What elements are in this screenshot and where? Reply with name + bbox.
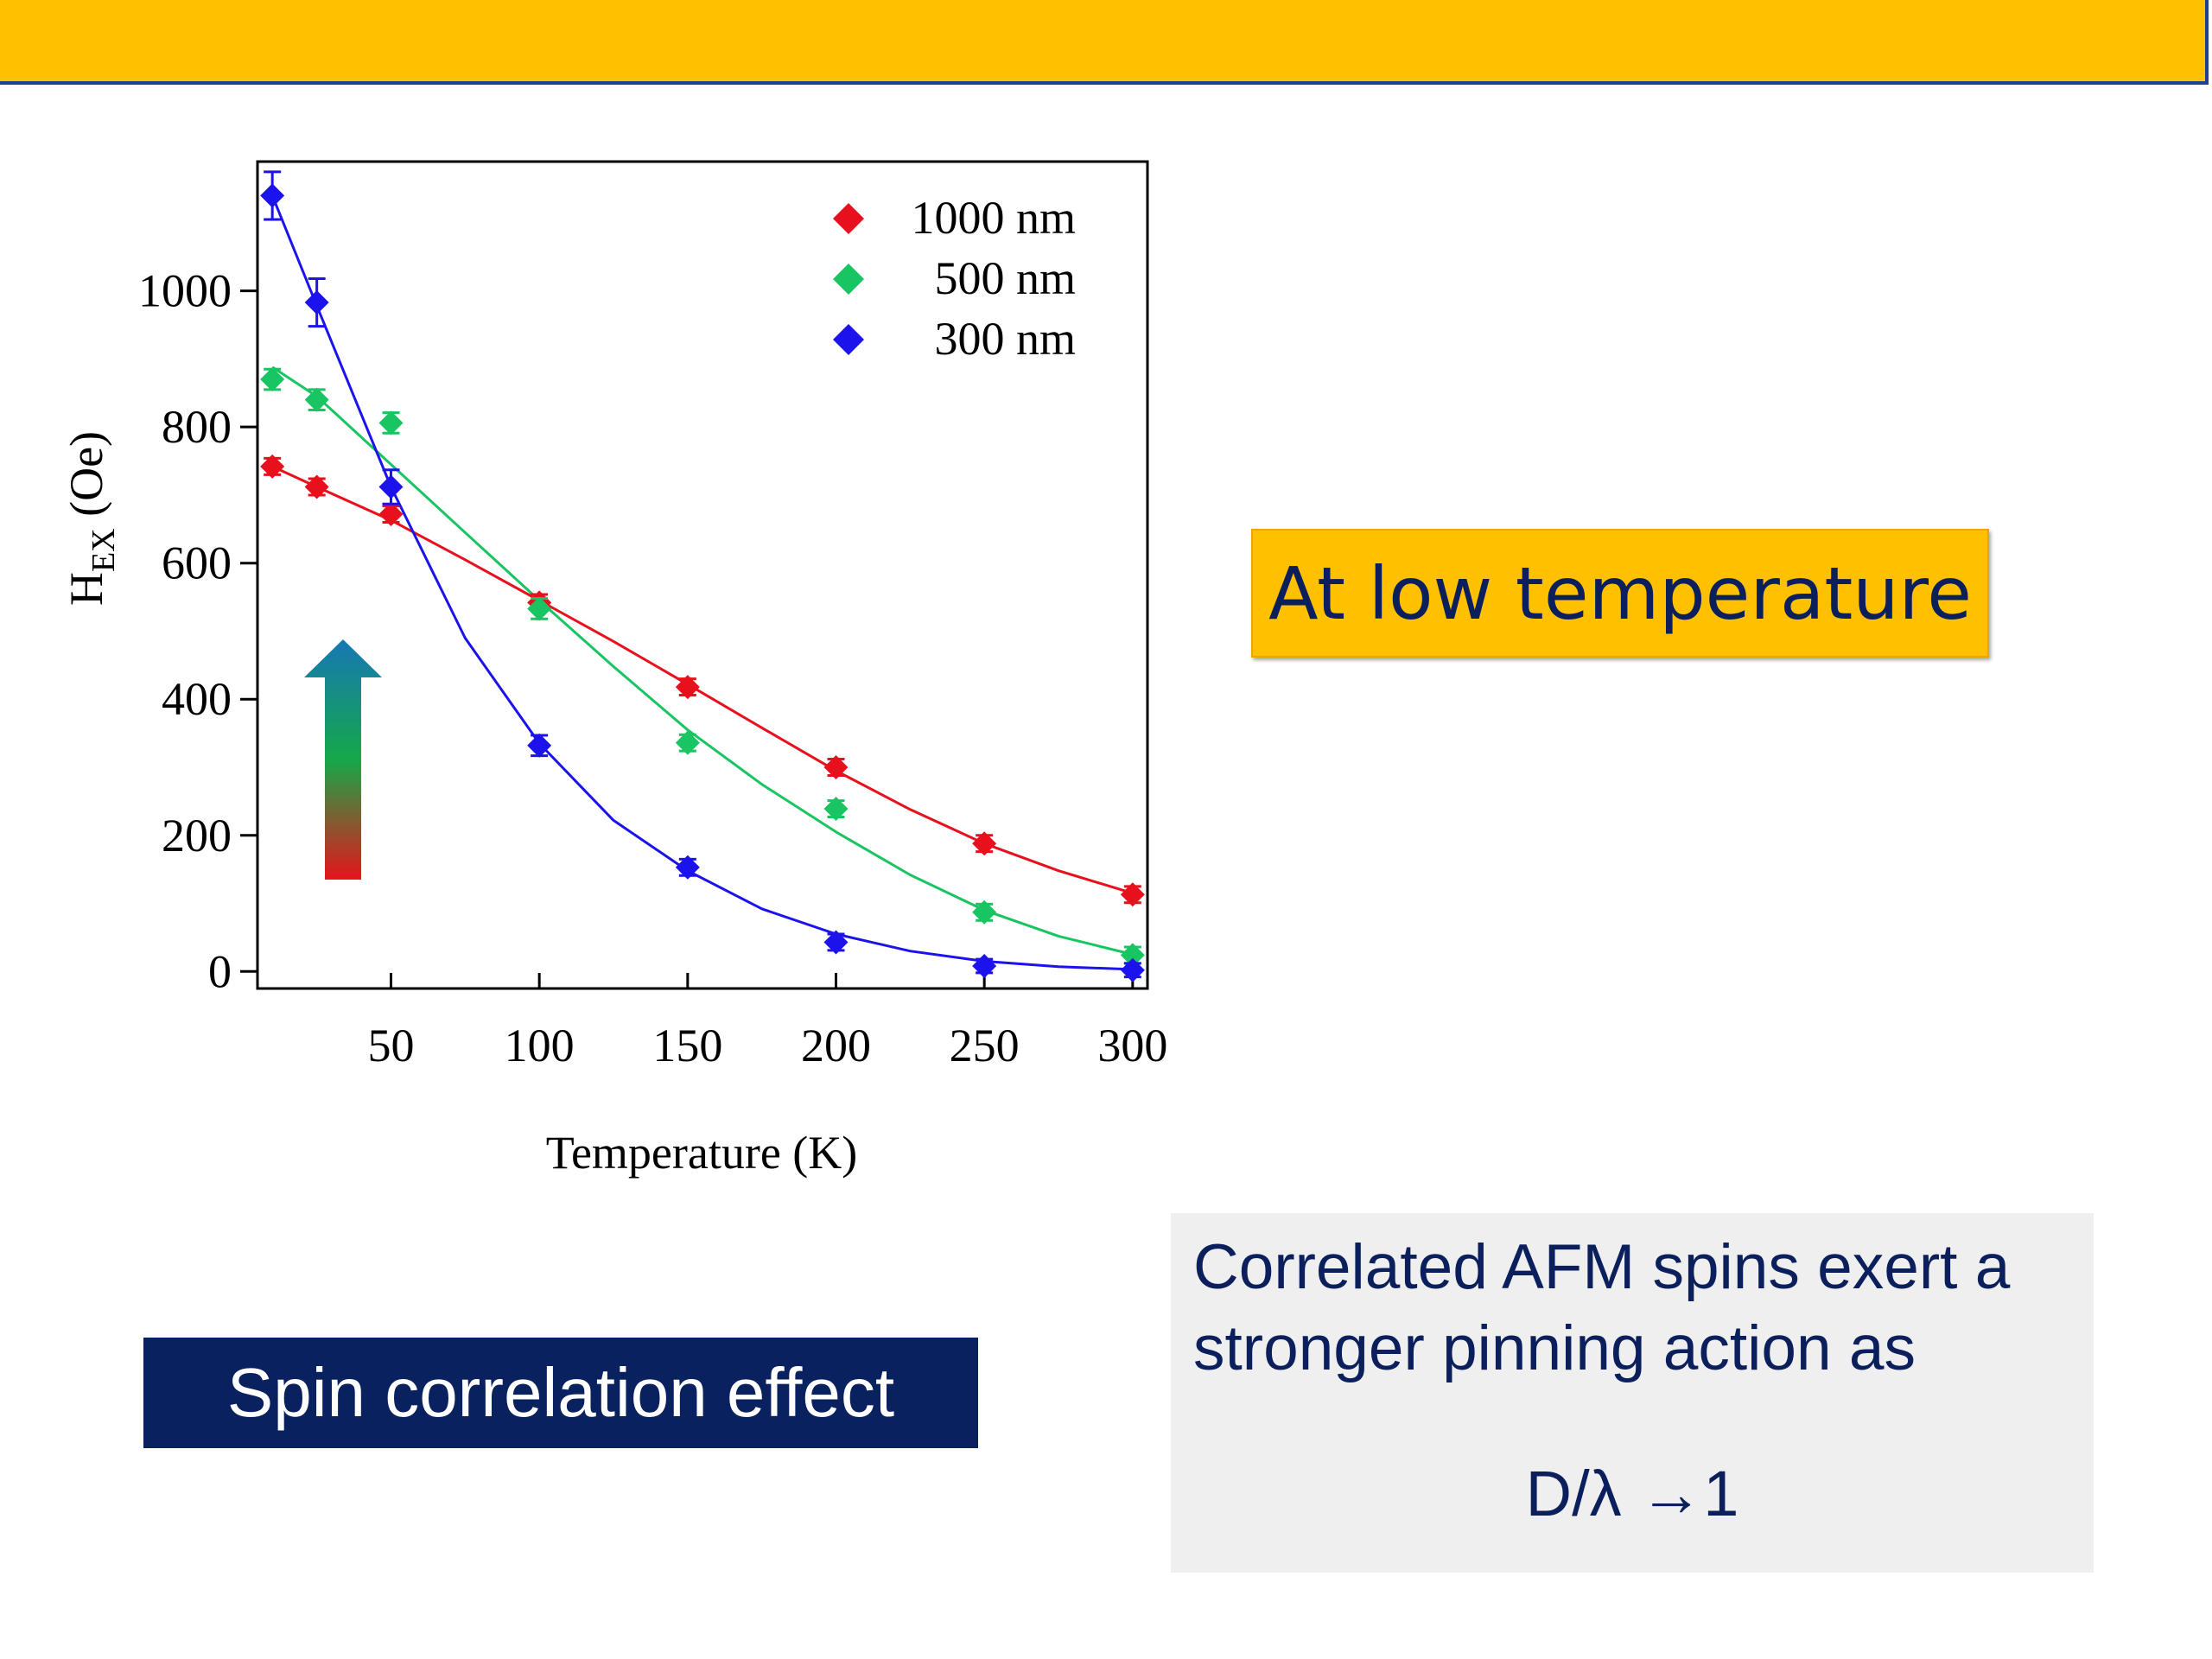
data-point-series-1 bbox=[304, 387, 329, 412]
data-point-series-2 bbox=[675, 855, 700, 880]
y-tick-label: 400 bbox=[162, 673, 232, 725]
data-point-series-2 bbox=[1120, 957, 1145, 982]
y-tick-label: 0 bbox=[208, 945, 232, 997]
data-point-series-0 bbox=[260, 454, 285, 479]
explanation-note: Correlated AFM spins exert a stronger pi… bbox=[1171, 1213, 2094, 1573]
increase-arrow-icon bbox=[304, 639, 382, 880]
spin-correlation-text: Spin correlation effect bbox=[226, 1354, 895, 1431]
fit-curve-series-1 bbox=[271, 365, 1134, 957]
legend-marker-series-0 bbox=[833, 203, 864, 234]
data-point-series-0 bbox=[972, 831, 997, 856]
data-point-series-0 bbox=[304, 474, 329, 499]
legend-label-series-1: 500 nm bbox=[934, 252, 1076, 304]
x-tick-label: 250 bbox=[950, 1020, 1020, 1071]
data-point-series-1 bbox=[378, 410, 404, 435]
fit-curve-series-2 bbox=[270, 194, 1133, 971]
data-point-series-1 bbox=[527, 596, 552, 621]
fit-curve-series-0 bbox=[271, 465, 1134, 895]
legend-label-series-2: 300 nm bbox=[934, 313, 1076, 365]
data-point-series-2 bbox=[823, 930, 849, 955]
y-tick-label: 200 bbox=[162, 810, 232, 861]
legend-marker-series-1 bbox=[833, 264, 864, 295]
y-tick-label: 800 bbox=[162, 401, 232, 453]
data-point-series-0 bbox=[823, 755, 849, 780]
data-point-series-0 bbox=[675, 675, 700, 700]
data-point-series-0 bbox=[1120, 882, 1145, 907]
data-point-series-2 bbox=[527, 733, 552, 758]
y-axis-label: HEX (Oe) bbox=[60, 431, 122, 606]
data-point-series-1 bbox=[823, 797, 849, 822]
x-tick-label: 100 bbox=[505, 1020, 575, 1071]
legend-label-series-0: 1000 nm bbox=[911, 192, 1076, 244]
note-line-1: Correlated AFM spins exert a bbox=[1193, 1232, 2011, 1302]
low-temperature-callout: At low temperature bbox=[1251, 529, 1989, 658]
x-axis-label: Temperature (K) bbox=[546, 1127, 858, 1179]
x-tick-label: 200 bbox=[801, 1020, 871, 1071]
data-point-series-1 bbox=[972, 899, 997, 925]
data-point-series-2 bbox=[304, 290, 329, 315]
x-tick-label: 150 bbox=[652, 1020, 722, 1071]
data-point-series-1 bbox=[260, 367, 285, 392]
callout-text: At low temperature bbox=[1268, 550, 1972, 636]
x-tick-label: 300 bbox=[1097, 1020, 1167, 1071]
y-tick-label: 1000 bbox=[138, 265, 232, 317]
y-tick-label: 600 bbox=[162, 537, 232, 589]
x-tick-label: 50 bbox=[368, 1020, 415, 1071]
spin-correlation-label: Spin correlation effect bbox=[143, 1338, 978, 1448]
plot-frame bbox=[256, 160, 1149, 990]
data-point-series-2 bbox=[260, 183, 285, 208]
legend-marker-series-2 bbox=[833, 324, 864, 355]
data-point-series-0 bbox=[378, 502, 404, 527]
note-formula: D/λ →1 bbox=[1525, 1458, 1739, 1529]
title-banner bbox=[0, 0, 2209, 85]
data-point-series-2 bbox=[972, 954, 997, 979]
exchange-bias-chart: 50 100 150 200 250 300 0 200 400 600 800 1000 1000 … bbox=[60, 160, 1167, 1179]
data-point-series-1 bbox=[1120, 943, 1145, 968]
note-line-2: stronger pinning action as bbox=[1193, 1313, 1916, 1383]
data-point-series-1 bbox=[675, 730, 700, 755]
data-point-series-2 bbox=[378, 474, 404, 499]
